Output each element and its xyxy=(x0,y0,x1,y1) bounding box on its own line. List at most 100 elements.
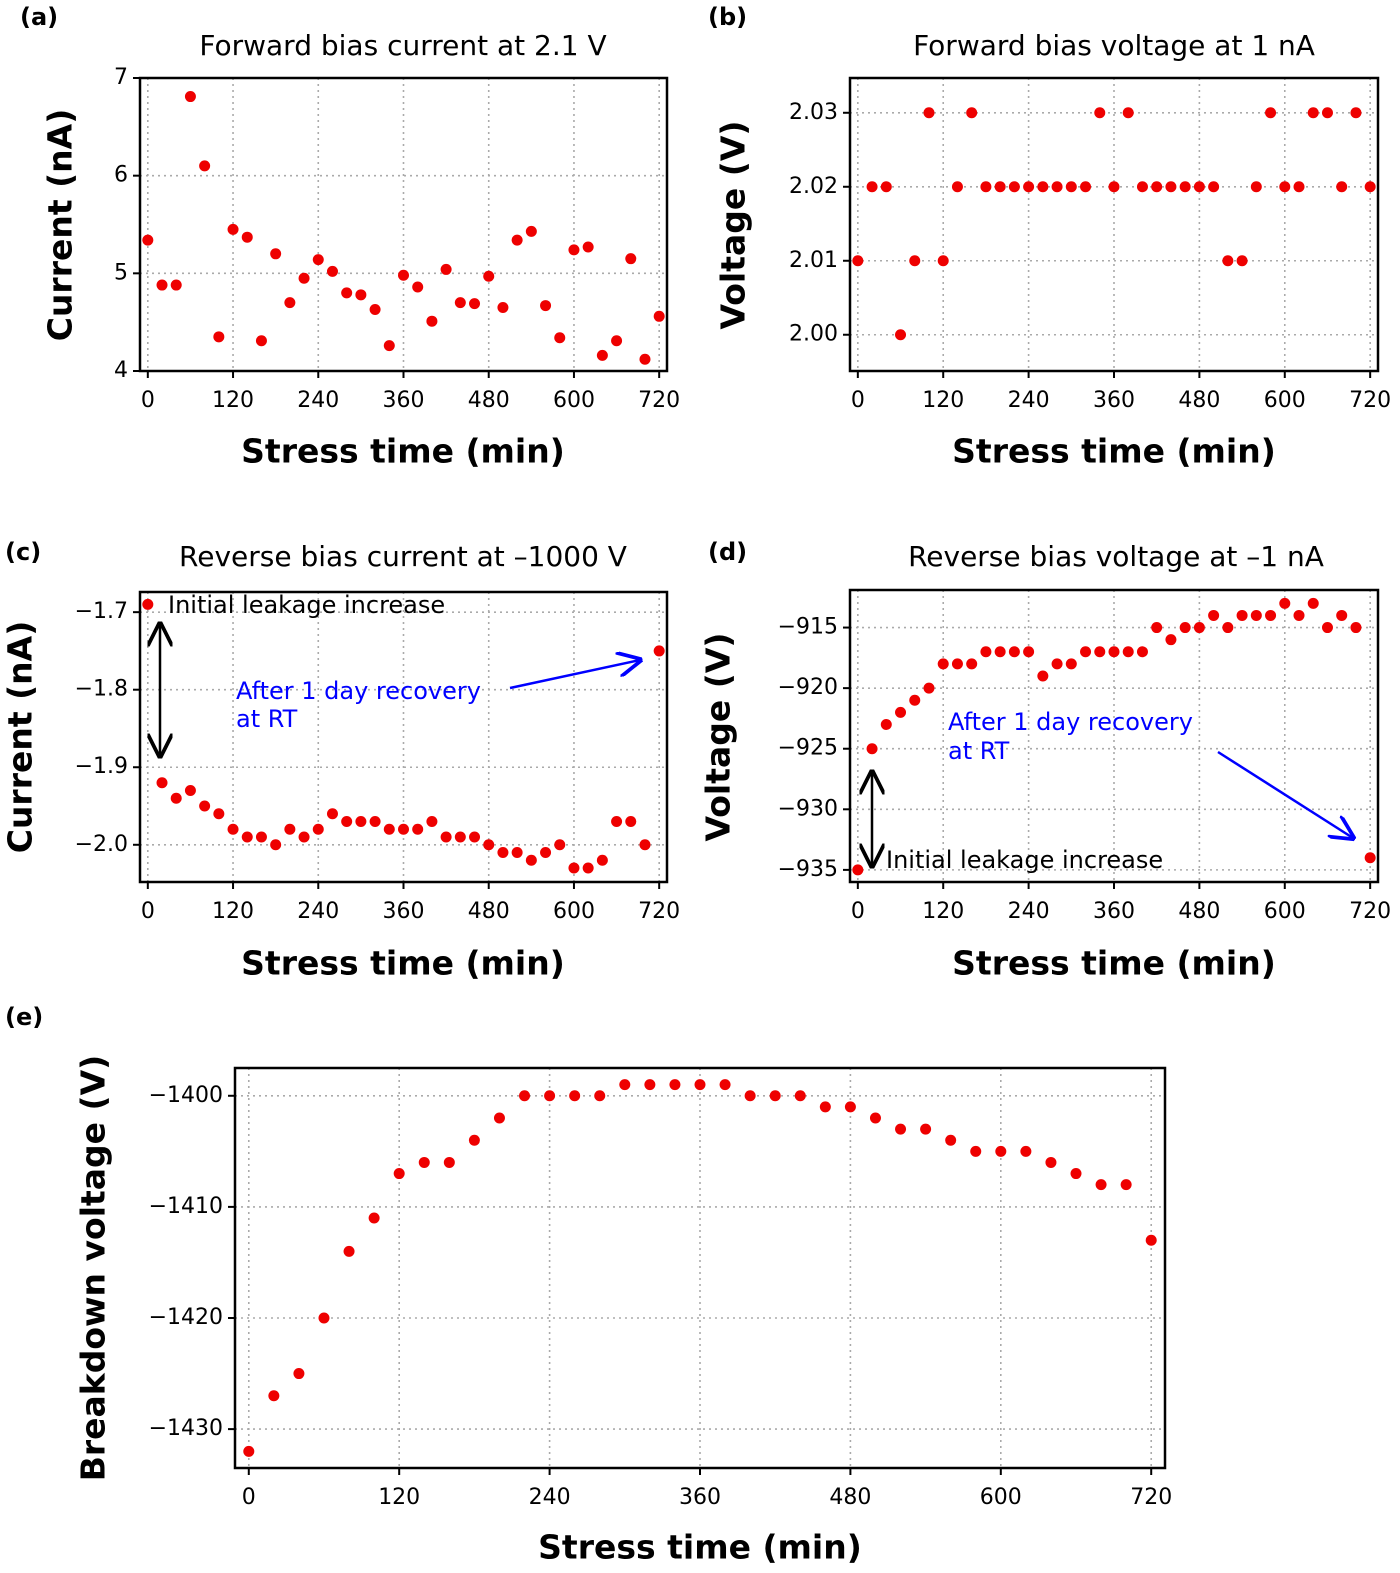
data-point xyxy=(994,646,1006,658)
data-point xyxy=(270,248,282,260)
data-point xyxy=(639,839,651,851)
annotation: at RT xyxy=(236,705,298,733)
data-point xyxy=(844,1101,856,1113)
data-point xyxy=(966,658,978,670)
data-point xyxy=(995,1145,1007,1157)
y-tick-label: 2.00 xyxy=(789,322,838,347)
data-point xyxy=(1008,646,1020,658)
data-point xyxy=(540,847,552,859)
data-point xyxy=(1293,609,1305,621)
x-tick-label: 0 xyxy=(141,388,155,413)
data-point xyxy=(343,1245,355,1257)
data-point xyxy=(454,831,466,843)
data-point xyxy=(1279,181,1291,193)
data-point xyxy=(596,349,608,361)
y-tick-label: 7 xyxy=(114,65,128,90)
data-point xyxy=(493,1112,505,1124)
data-point xyxy=(398,269,409,281)
data-point xyxy=(1023,181,1035,193)
x-axis-label: Stress time (min) xyxy=(952,432,1276,471)
data-point xyxy=(769,1090,781,1102)
data-point xyxy=(582,862,594,874)
x-tick-label: 480 xyxy=(468,388,510,413)
data-point xyxy=(298,272,310,284)
x-axis-label: Stress time (min) xyxy=(241,432,565,471)
data-point xyxy=(1307,107,1319,119)
data-point xyxy=(511,234,523,246)
data-point xyxy=(920,1123,932,1135)
data-point xyxy=(469,831,481,843)
data-point xyxy=(794,1090,806,1102)
y-tick-label: −1.9 xyxy=(75,754,128,779)
data-point xyxy=(1279,597,1291,609)
data-point xyxy=(519,1090,531,1102)
annotation: After 1 day recovery xyxy=(948,708,1193,736)
data-point xyxy=(318,1312,330,1324)
data-point xyxy=(639,353,651,365)
plot-frame xyxy=(138,76,669,373)
data-point xyxy=(970,1145,982,1157)
y-tick-label: −1.8 xyxy=(75,677,128,702)
y-tick-label: −1400 xyxy=(149,1083,223,1108)
panel-label: (d) xyxy=(708,538,747,566)
data-point xyxy=(412,823,424,835)
x-axis-label: Stress time (min) xyxy=(952,944,1276,983)
arrow xyxy=(1217,750,1353,838)
data-point xyxy=(469,298,481,310)
data-point xyxy=(619,1079,631,1091)
data-point xyxy=(412,281,424,293)
data-point xyxy=(213,808,225,820)
data-point xyxy=(241,831,253,843)
y-axis-label: Current (nA) xyxy=(41,109,80,342)
data-point xyxy=(1045,1156,1057,1168)
data-point xyxy=(895,706,907,718)
data-point xyxy=(644,1079,656,1091)
data-point xyxy=(554,332,566,344)
x-tick-label: 120 xyxy=(212,899,254,924)
data-point xyxy=(744,1090,756,1102)
y-tick-label: −1420 xyxy=(149,1305,223,1330)
x-tick-label: 720 xyxy=(638,899,680,924)
data-point xyxy=(866,743,878,755)
data-point xyxy=(980,181,992,193)
data-point xyxy=(909,694,921,706)
data-point xyxy=(1307,597,1319,609)
annotation: After 1 day recovery xyxy=(236,677,481,705)
x-tick-label: 600 xyxy=(553,388,595,413)
y-tick-label: 2.02 xyxy=(789,174,838,199)
data-point xyxy=(1336,609,1348,621)
data-point xyxy=(544,1090,556,1102)
x-tick-label: 720 xyxy=(638,388,680,413)
data-point xyxy=(255,335,267,347)
data-point xyxy=(270,839,282,851)
y-tick-label: 5 xyxy=(114,260,128,285)
data-point xyxy=(511,847,523,859)
data-point xyxy=(966,107,978,119)
data-point xyxy=(1080,646,1092,658)
arrow xyxy=(509,660,640,690)
x-tick-label: 480 xyxy=(1178,899,1220,924)
data-point xyxy=(625,816,637,828)
y-tick-label: 4 xyxy=(114,358,128,383)
data-point xyxy=(1236,609,1248,621)
y-tick-label: 2.03 xyxy=(789,100,838,125)
data-point xyxy=(880,181,892,193)
data-point xyxy=(241,231,253,243)
data-point xyxy=(937,658,949,670)
data-point xyxy=(227,823,239,835)
annotation: Initial leakage increase xyxy=(168,591,445,619)
data-point xyxy=(951,658,963,670)
data-point xyxy=(1179,181,1191,193)
data-point xyxy=(1350,107,1362,119)
data-point xyxy=(213,331,225,343)
data-point xyxy=(483,839,495,851)
data-point xyxy=(852,864,864,876)
data-point xyxy=(1080,181,1092,193)
data-point xyxy=(1364,852,1376,864)
data-point xyxy=(369,303,381,315)
x-tick-label: 360 xyxy=(679,1485,721,1510)
data-point xyxy=(284,297,296,309)
y-axis-label: Current (nA) xyxy=(1,621,40,854)
data-point xyxy=(569,1090,581,1102)
data-point xyxy=(227,223,239,235)
